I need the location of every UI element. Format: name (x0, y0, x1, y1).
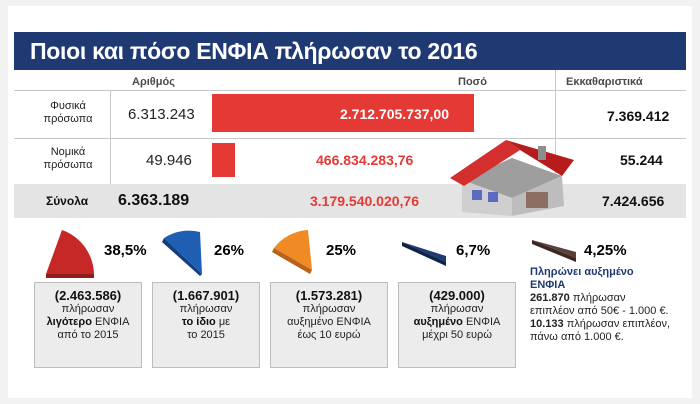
totals-notices: 7.424.656 (602, 193, 665, 209)
pct-label-4: 6,7% (456, 242, 491, 259)
column-divider-left (110, 90, 111, 184)
pct-label-5: 4,25% (584, 242, 627, 259)
group-box-3: (1.573.281) πλήρωσαν αυξημένο ΕΝΦΙΑ έως … (270, 282, 388, 368)
pct-label-3: 25% (326, 242, 357, 259)
row-notices-natural: 7.369.412 (607, 108, 670, 124)
increase-note: Πληρώνει αυξημένο ΕΝΦΙΑ 261.870 πλήρωσαν… (530, 266, 671, 343)
row-amount-legal: 466.834.283,76 (316, 152, 414, 168)
slice-4-25-icon (532, 240, 576, 262)
pct-label-1: 38,5% (104, 242, 147, 259)
totals-label: Σύνολα (46, 194, 89, 208)
header-divider (14, 90, 686, 91)
slice-38-icon (46, 230, 94, 278)
slice-6-7-icon (402, 242, 446, 266)
group-box-1: (2.463.586) πλήρωσαν λιγότερο ΕΝΦΙΑ από … (34, 282, 142, 368)
slice-25-icon (272, 230, 312, 274)
amount-bar-natural (212, 94, 474, 132)
amount-bar-legal (212, 143, 235, 177)
column-divider (555, 70, 556, 218)
slice-26-icon (162, 230, 202, 276)
row-label-legal: Νομικά πρόσωπα (43, 146, 93, 171)
pct-label-2: 26% (214, 242, 245, 259)
page-title: Ποιοι και πόσο ΕΝΦΙΑ πλήρωσαν το 2016 (14, 32, 686, 70)
header-amount: Ποσό (458, 76, 487, 88)
header-notices: Εκκαθαριστικά (566, 76, 643, 88)
totals-amount: 3.179.540.020,76 (310, 193, 419, 209)
row-number-natural: 6.313.243 (128, 106, 195, 123)
row-divider (14, 138, 686, 139)
row-notices-legal: 55.244 (620, 152, 663, 168)
totals-row (14, 184, 686, 218)
group-box-2: (1.667.901) πλήρωσαν το ίδιο με το 2015 (152, 282, 260, 368)
totals-number: 6.363.189 (118, 192, 190, 209)
row-amount-natural: 2.712.705.737,00 (340, 106, 449, 122)
group-box-4: (429.000) πλήρωσαν αυξημένο ΕΝΦΙΑ μέχρι … (398, 282, 516, 368)
house-illustration (450, 140, 574, 216)
row-label-natural: Φυσικά πρόσωπα (43, 100, 93, 125)
header-number: Αριθμός (132, 76, 175, 88)
row-number-legal: 49.946 (146, 152, 192, 169)
